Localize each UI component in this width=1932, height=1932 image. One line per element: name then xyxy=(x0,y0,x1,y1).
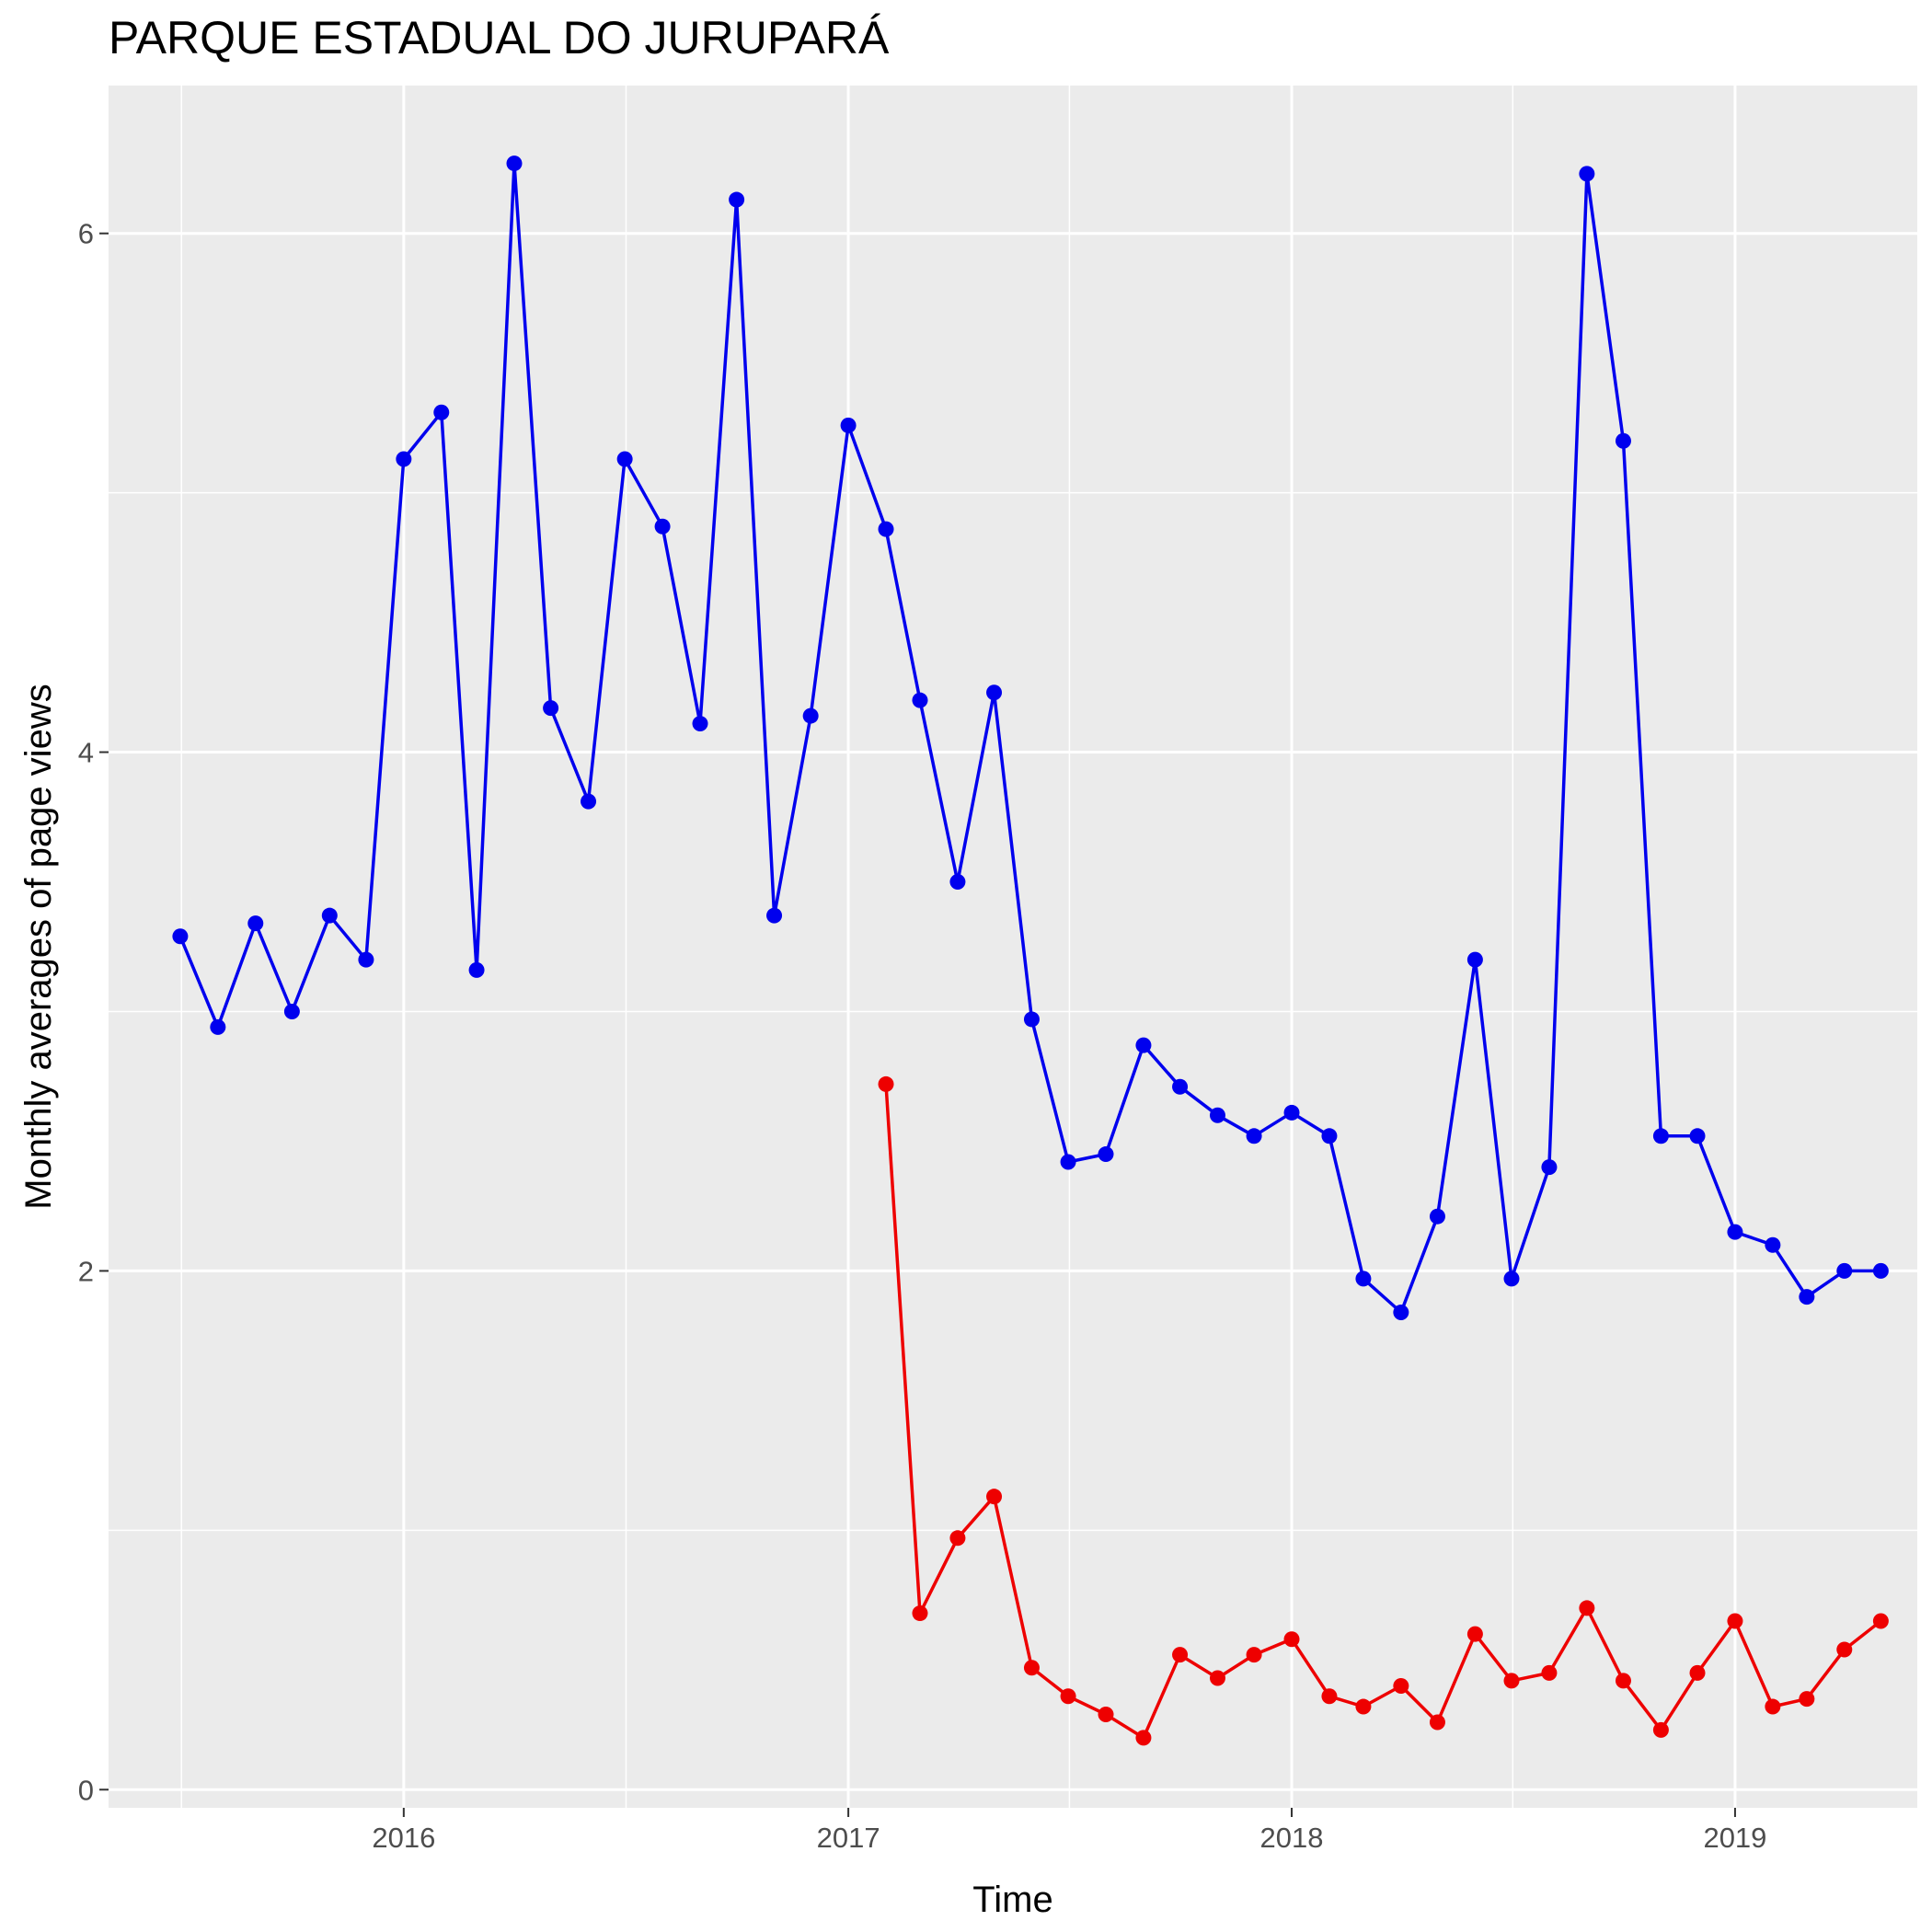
data-point xyxy=(1541,1664,1558,1681)
data-point xyxy=(283,1003,300,1019)
series-1 xyxy=(172,155,1889,1321)
data-point xyxy=(1836,1262,1853,1279)
data-point xyxy=(1283,1104,1300,1121)
y-tick-label: 6 xyxy=(78,218,94,250)
data-point xyxy=(766,907,783,924)
data-point xyxy=(1246,1128,1262,1144)
data-point xyxy=(1579,1600,1595,1616)
data-point xyxy=(878,1075,894,1092)
data-point xyxy=(1727,1224,1743,1240)
y-axis-title: Monthly averages of page views xyxy=(18,684,59,1209)
data-point xyxy=(1060,1688,1076,1705)
data-point xyxy=(729,191,745,208)
data-point xyxy=(1689,1128,1706,1144)
data-point xyxy=(1393,1677,1409,1694)
data-point xyxy=(949,1530,966,1547)
data-point xyxy=(654,518,671,535)
y-tick-label: 2 xyxy=(78,1255,94,1287)
data-point xyxy=(1209,1107,1225,1123)
series-2 xyxy=(878,1075,1889,1746)
chart-title: PARQUE ESTADUAL DO JURUPARÁ xyxy=(109,12,890,63)
data-point xyxy=(802,707,819,724)
minor-gridlines xyxy=(109,86,1917,1808)
data-point xyxy=(358,951,374,968)
data-point xyxy=(1503,1673,1520,1689)
data-point xyxy=(1172,1647,1189,1663)
data-point xyxy=(1172,1078,1189,1095)
data-point xyxy=(1466,951,1483,968)
data-point xyxy=(986,1489,1003,1505)
data-point xyxy=(1836,1641,1853,1658)
data-point xyxy=(1765,1236,1781,1253)
data-point xyxy=(1429,1208,1445,1225)
data-point xyxy=(1098,1146,1114,1163)
data-point xyxy=(1321,1128,1338,1144)
data-point xyxy=(247,915,264,932)
x-tick-label: 2019 xyxy=(1703,1822,1766,1854)
data-point xyxy=(1615,432,1631,449)
series-layer xyxy=(172,155,1889,1746)
data-point xyxy=(692,716,708,732)
data-point xyxy=(1135,1037,1152,1053)
data-point xyxy=(1023,1011,1040,1028)
data-point xyxy=(1689,1664,1706,1681)
data-point xyxy=(1393,1305,1409,1321)
data-point xyxy=(1135,1730,1152,1746)
data-point xyxy=(949,874,966,891)
data-point xyxy=(1579,166,1595,182)
data-point xyxy=(1023,1660,1040,1676)
data-point xyxy=(1799,1289,1815,1305)
data-point xyxy=(1355,1271,1372,1287)
data-point xyxy=(543,700,559,717)
axis-tick-labels: 0 2 4 6 2016 2017 2018 2019 xyxy=(78,218,1767,1854)
data-point xyxy=(210,1018,226,1035)
x-axis-title: Time xyxy=(972,1880,1052,1920)
data-point xyxy=(1060,1154,1076,1170)
data-point xyxy=(1466,1626,1483,1642)
data-point xyxy=(1872,1262,1889,1279)
data-point xyxy=(172,928,189,945)
y-tick-label: 4 xyxy=(78,737,94,769)
data-point xyxy=(433,404,450,420)
data-point xyxy=(1429,1714,1445,1731)
data-point xyxy=(506,155,523,172)
data-point xyxy=(396,451,412,467)
data-point xyxy=(1283,1631,1300,1648)
data-point xyxy=(840,417,857,433)
data-point xyxy=(1209,1670,1225,1686)
data-point xyxy=(468,961,485,978)
data-point xyxy=(1503,1271,1520,1287)
y-tick-label: 0 xyxy=(78,1774,94,1806)
data-point xyxy=(1615,1673,1631,1689)
plot-panel xyxy=(109,86,1917,1808)
data-point xyxy=(321,907,338,924)
data-point xyxy=(1727,1613,1743,1629)
x-tick-label: 2018 xyxy=(1260,1822,1324,1854)
data-point xyxy=(1355,1698,1372,1715)
data-point xyxy=(581,793,597,810)
data-point xyxy=(1321,1688,1338,1705)
data-point xyxy=(1652,1721,1669,1738)
data-point xyxy=(878,521,894,537)
data-point xyxy=(1872,1613,1889,1629)
data-point xyxy=(1652,1128,1669,1144)
data-point xyxy=(1765,1698,1781,1715)
major-gridlines xyxy=(109,86,1917,1808)
x-tick-label: 2017 xyxy=(817,1822,880,1854)
data-point xyxy=(912,692,928,708)
data-point xyxy=(616,451,633,467)
data-point xyxy=(986,684,1003,701)
data-point xyxy=(1098,1707,1114,1723)
data-point xyxy=(1799,1691,1815,1708)
axis-ticks xyxy=(99,232,1736,1817)
data-point xyxy=(1541,1159,1558,1176)
data-point xyxy=(1246,1647,1262,1663)
series-line xyxy=(884,1084,1882,1740)
data-point xyxy=(912,1605,928,1622)
x-tick-label: 2016 xyxy=(372,1822,435,1854)
